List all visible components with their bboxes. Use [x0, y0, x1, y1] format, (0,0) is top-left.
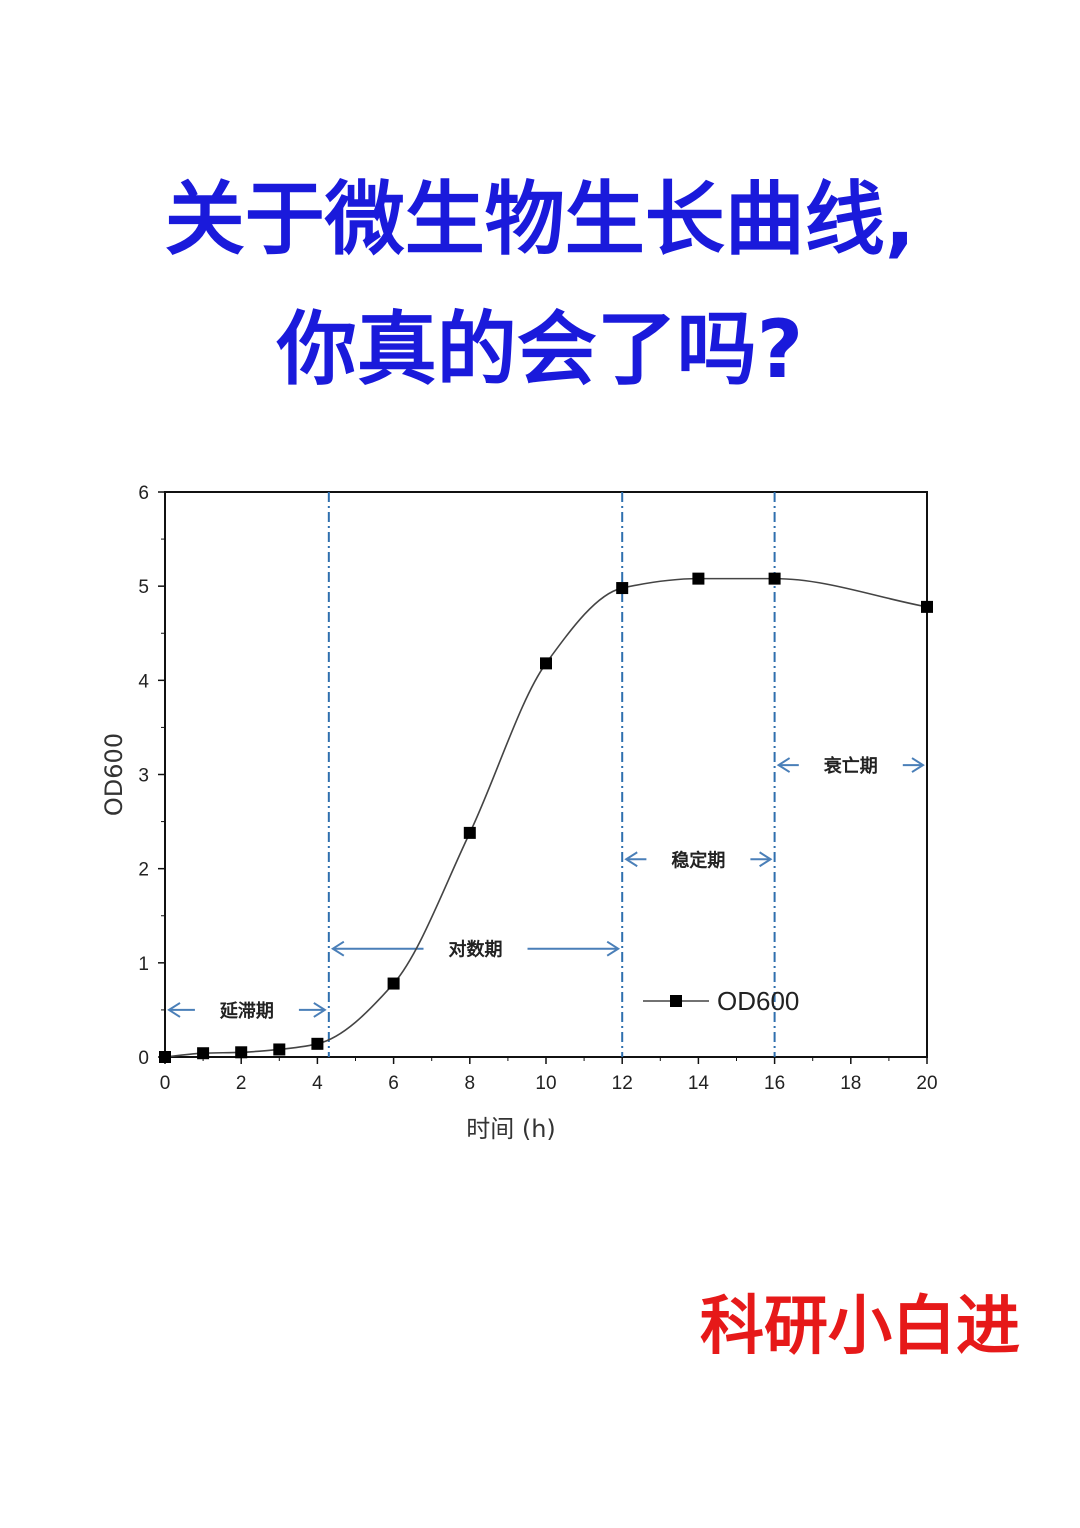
growth-curve-chart: 0 2 4 6 8 10 12 14 16 18 20 0 1 2 3 4 5 6 延滞期 对数期 稳定期 衰亡期 OD…	[0, 470, 1080, 1170]
y-tick-label: 5	[138, 577, 149, 598]
phase-label: 对数期	[449, 939, 503, 961]
legend-label-od600: OD600	[717, 986, 799, 1016]
arrowhead-left	[330, 940, 345, 957]
series-line-od600	[164, 577, 928, 1058]
arrowhead-left	[167, 1002, 181, 1018]
y-tick-label: 6	[138, 483, 149, 504]
arrowhead-right	[759, 851, 773, 868]
y-tick-label: 4	[138, 671, 149, 692]
data-point	[273, 1043, 286, 1056]
data-point	[159, 1051, 171, 1063]
data-point	[197, 1047, 210, 1060]
x-axis-title: 时间 (h)	[466, 1115, 556, 1143]
headline-line-1: 关于微生物生长曲线,	[164, 173, 916, 266]
data-point	[921, 600, 933, 613]
arrowhead-right	[606, 940, 621, 957]
data-point	[311, 1037, 324, 1050]
arrowhead-left	[776, 757, 791, 773]
phase-label: 衰亡期	[823, 755, 878, 777]
x-tick-label: 20	[916, 1073, 937, 1094]
y-axis-title: OD600	[100, 733, 128, 816]
x-tick-label: 10	[535, 1073, 556, 1094]
x-tick-label: 2	[236, 1073, 247, 1094]
x-tick-label: 6	[388, 1073, 399, 1094]
signature-text: 科研小白进	[700, 1290, 1020, 1364]
x-tick-label: 16	[764, 1073, 785, 1094]
x-tick-label: 0	[160, 1073, 171, 1094]
arrowhead-right	[313, 1002, 327, 1018]
data-point	[768, 572, 781, 585]
arrowhead-right	[911, 757, 925, 773]
data-point	[387, 977, 400, 990]
y-tick-label: 1	[138, 954, 149, 975]
phase-label: 延滞期	[219, 1001, 274, 1022]
data-point	[692, 572, 705, 585]
data-point	[616, 582, 629, 595]
data-point	[540, 657, 552, 670]
plot-frame	[164, 491, 928, 1058]
data-point	[463, 826, 476, 839]
y-tick-label: 3	[138, 766, 149, 787]
data-point	[235, 1046, 248, 1059]
headline-line-2: 你真的会了吗?	[276, 303, 804, 396]
phase-label: 稳定期	[671, 849, 725, 871]
legend-marker	[670, 995, 682, 1007]
x-tick-label: 18	[840, 1073, 861, 1094]
x-tick-label: 14	[688, 1073, 710, 1094]
x-tick-label: 8	[465, 1073, 476, 1094]
x-tick-label: 4	[312, 1073, 323, 1094]
arrowhead-left	[624, 851, 638, 868]
y-tick-label: 0	[138, 1048, 149, 1069]
x-tick-label: 12	[612, 1073, 633, 1094]
y-tick-label: 2	[138, 860, 149, 881]
